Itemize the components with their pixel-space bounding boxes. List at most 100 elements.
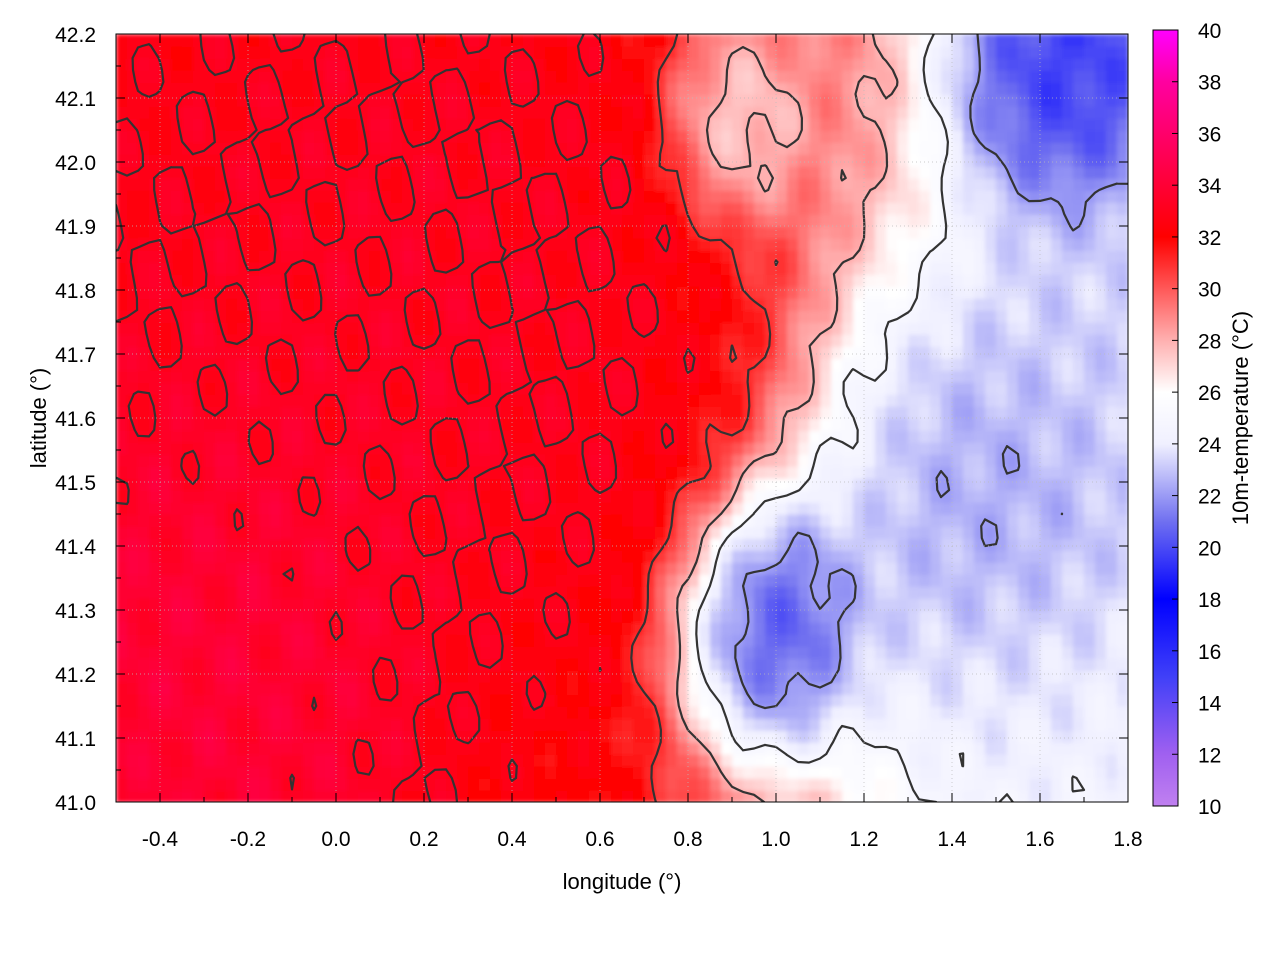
heat-cell <box>688 478 700 491</box>
heat-cell <box>1106 634 1118 647</box>
heat-cell <box>479 514 491 527</box>
heat-cell <box>809 214 821 227</box>
heat-cell <box>1040 250 1052 263</box>
heat-cell <box>974 394 986 407</box>
heat-cell <box>1073 538 1085 551</box>
heat-cell <box>963 322 975 335</box>
heat-cell <box>1084 490 1096 503</box>
heat-cell <box>996 442 1008 455</box>
heat-cell <box>710 322 722 335</box>
heat-cell <box>743 574 755 587</box>
heat-cell <box>875 286 887 299</box>
heat-cell <box>303 286 315 299</box>
heat-cell <box>842 658 854 671</box>
heat-cell <box>985 658 997 671</box>
heat-cell <box>1018 622 1030 635</box>
heat-cell <box>798 154 810 167</box>
heat-cell <box>303 310 315 323</box>
heat-cell <box>314 778 326 791</box>
heat-cell <box>490 778 502 791</box>
heat-cell <box>336 394 348 407</box>
heat-cell <box>512 514 524 527</box>
heat-cell <box>303 190 315 203</box>
heat-cell <box>842 550 854 563</box>
heat-cell <box>325 598 337 611</box>
heat-cell <box>930 754 942 767</box>
heat-cell <box>545 766 557 779</box>
heat-cell <box>688 406 700 419</box>
heat-cell <box>281 430 293 443</box>
heat-cell <box>589 514 601 527</box>
heat-cell <box>237 166 249 179</box>
heat-cell <box>952 490 964 503</box>
heat-cell <box>974 730 986 743</box>
heat-cell <box>567 706 579 719</box>
heat-cell <box>963 406 975 419</box>
heat-cell <box>710 682 722 695</box>
heat-cell <box>996 514 1008 527</box>
heat-cell <box>1106 550 1118 563</box>
heat-cell <box>270 670 282 683</box>
heat-cell <box>1095 670 1107 683</box>
heat-cell <box>314 478 326 491</box>
heat-cell <box>281 778 293 791</box>
heat-cell <box>963 382 975 395</box>
heat-cell <box>765 190 777 203</box>
heat-cell <box>237 778 249 791</box>
heat-cell <box>886 178 898 191</box>
heat-cell <box>611 562 623 575</box>
heat-cell <box>424 262 436 275</box>
heat-cell <box>699 754 711 767</box>
heat-cell <box>754 670 766 683</box>
heat-cell <box>919 442 931 455</box>
heat-cell <box>160 526 172 539</box>
heat-cell <box>1018 790 1030 802</box>
heat-cell <box>886 166 898 179</box>
heat-cell <box>754 610 766 623</box>
heat-cell <box>875 334 887 347</box>
heat-cell <box>787 658 799 671</box>
heat-cell <box>963 790 975 802</box>
heat-cell <box>831 550 843 563</box>
heat-cell <box>963 718 975 731</box>
heat-cell <box>413 154 425 167</box>
heat-cell <box>248 490 260 503</box>
heat-cell <box>765 382 777 395</box>
heat-cell <box>1106 406 1118 419</box>
heat-cell <box>182 658 194 671</box>
heat-cell <box>963 466 975 479</box>
heat-cell <box>457 274 469 287</box>
heat-cell <box>127 706 139 719</box>
heat-cell <box>237 598 249 611</box>
heat-cell <box>809 286 821 299</box>
heat-cell <box>699 154 711 167</box>
heat-cell <box>347 538 359 551</box>
heat-cell <box>160 274 172 287</box>
heat-cell <box>853 586 865 599</box>
heat-cell <box>897 370 909 383</box>
heat-cell <box>1106 778 1118 791</box>
heat-cell <box>809 694 821 707</box>
heat-cell <box>215 178 227 191</box>
heat-cell <box>688 418 700 431</box>
heat-cell <box>1073 214 1085 227</box>
heat-cell <box>182 634 194 647</box>
heat-cell <box>985 490 997 503</box>
heat-cell <box>567 334 579 347</box>
heat-cell <box>413 634 425 647</box>
heat-cell <box>468 538 480 551</box>
heat-cell <box>589 658 601 671</box>
heat-cell <box>457 478 469 491</box>
heat-cell <box>380 742 392 755</box>
heat-cell <box>116 454 128 467</box>
heat-cell <box>160 190 172 203</box>
heat-cell <box>985 418 997 431</box>
heat-cell <box>919 334 931 347</box>
heat-cell <box>710 706 722 719</box>
heat-cell <box>391 298 403 311</box>
heat-cell <box>875 622 887 635</box>
heat-cell <box>138 262 150 275</box>
heat-cell <box>952 274 964 287</box>
heat-cell <box>1018 514 1030 527</box>
heat-cell <box>743 694 755 707</box>
